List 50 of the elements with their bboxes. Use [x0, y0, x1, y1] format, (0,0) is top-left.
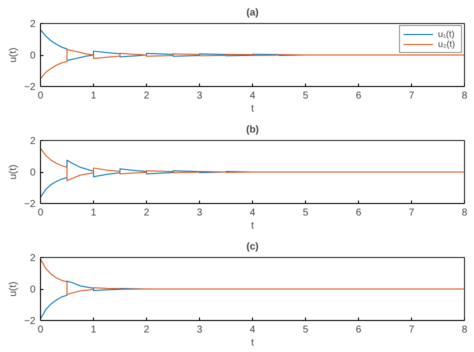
y-tick-label: 0 [30, 168, 36, 178]
x-tick-label: 3 [196, 90, 203, 102]
x-tick-label: 7 [408, 208, 415, 218]
y-axis-title: u(t) [8, 48, 20, 62]
x-tick-label: 6 [356, 208, 362, 218]
x-tick-label: 6 [356, 324, 362, 336]
x-tick-label: 2 [144, 208, 150, 218]
chart-title: (b) [246, 124, 259, 136]
x-tick-label: 4 [250, 208, 256, 218]
x-tick-label: 1 [90, 90, 97, 102]
x-axis-title: t [251, 104, 254, 114]
legend-label: u₁(t) [438, 29, 456, 39]
y-axis-title: u(t) [8, 282, 20, 296]
x-tick-label: 0 [38, 324, 44, 336]
y-tick-label: 0 [30, 284, 36, 296]
y-tick-label: −2 [24, 199, 36, 210]
x-tick-label: 5 [302, 208, 309, 218]
chart-title: (a) [246, 8, 259, 18]
x-tick-label: 8 [462, 208, 468, 218]
y-tick-label: 2 [30, 19, 36, 30]
y-tick-label: −2 [24, 82, 36, 93]
x-axis-title: t [251, 338, 254, 348]
chart-title: (c) [246, 242, 259, 252]
x-tick-label: 0 [38, 208, 44, 218]
x-tick-label: 0 [38, 90, 44, 102]
x-tick-label: 4 [250, 324, 256, 336]
line-series [40, 258, 464, 296]
x-tick-label: 1 [90, 324, 97, 336]
x-tick-label: 6 [356, 90, 362, 102]
x-tick-label: 5 [302, 324, 309, 336]
line-series [40, 148, 464, 182]
line-series [40, 48, 464, 80]
x-tick-label: 7 [408, 324, 415, 336]
legend-label: u₂(t) [438, 39, 456, 49]
x-tick-label: 5 [302, 90, 309, 102]
x-axis-title: t [251, 220, 254, 232]
x-tick-label: 2 [144, 324, 150, 336]
x-tick-label: 8 [462, 90, 468, 102]
x-tick-label: 2 [144, 90, 150, 102]
x-tick-label: 3 [196, 208, 203, 218]
x-tick-label: 3 [196, 324, 203, 336]
x-tick-label: 8 [462, 324, 468, 336]
y-tick-label: 2 [30, 136, 36, 147]
x-tick-label: 1 [90, 208, 97, 218]
y-axis-title: u(t) [8, 164, 20, 180]
y-tick-label: 2 [30, 253, 36, 264]
x-tick-label: 7 [408, 90, 415, 102]
x-tick-label: 4 [250, 90, 256, 102]
y-tick-label: −2 [24, 316, 36, 327]
y-tick-label: 0 [30, 50, 36, 62]
